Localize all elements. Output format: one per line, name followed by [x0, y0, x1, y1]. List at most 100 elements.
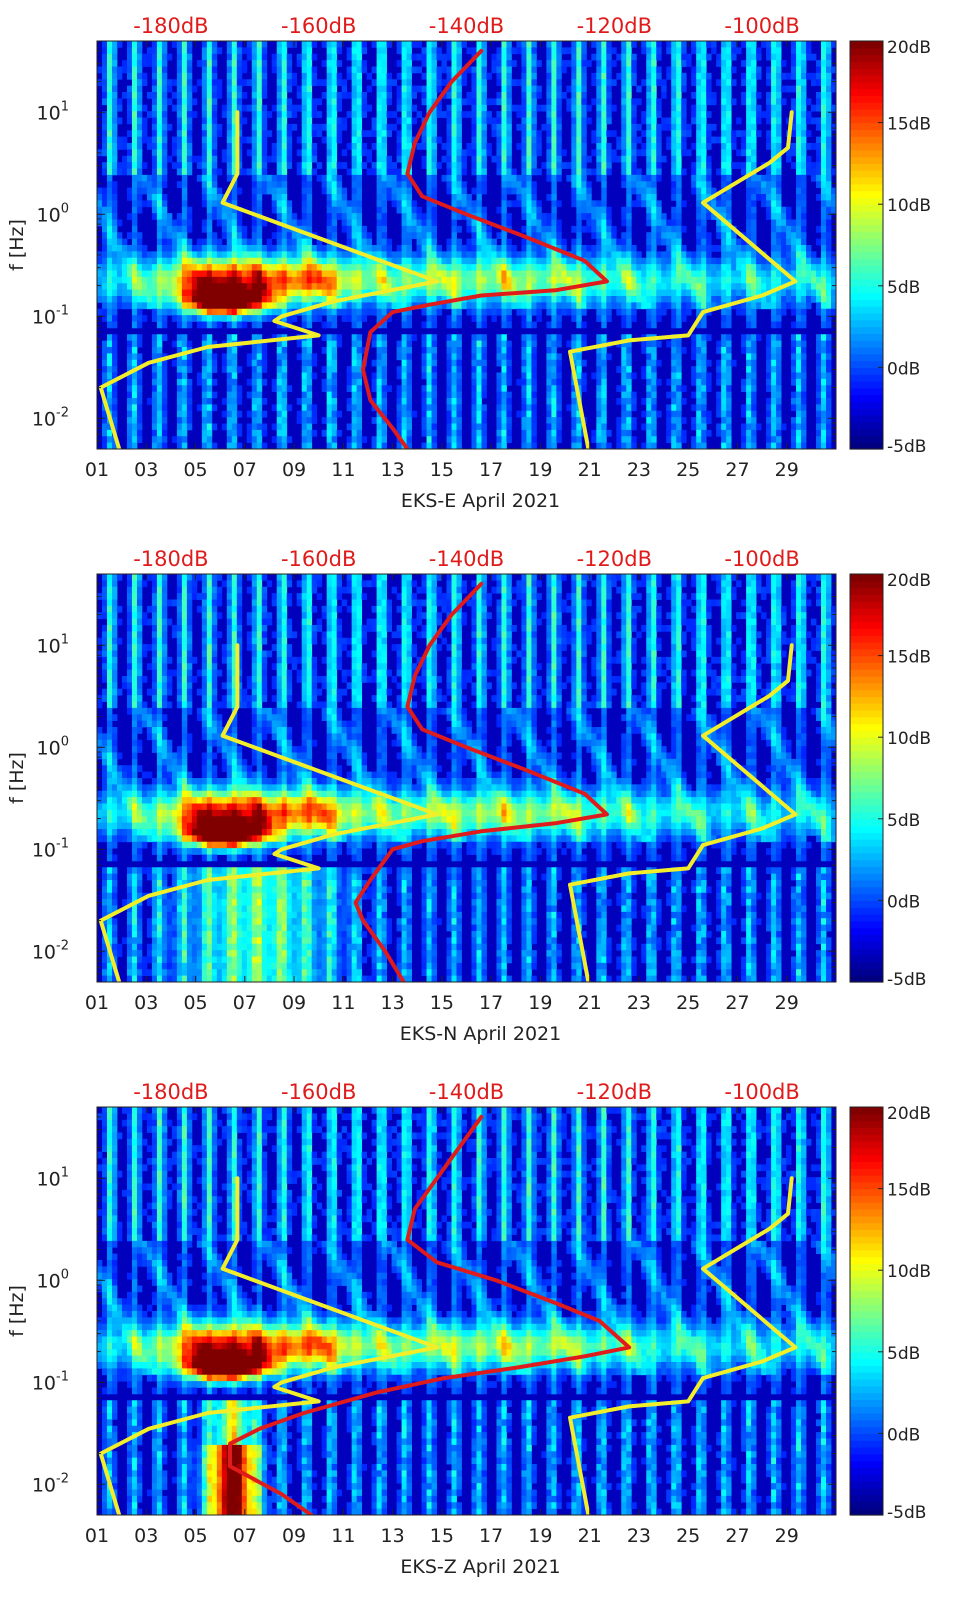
- spectrogram-cell: [362, 98, 367, 105]
- spectrogram-cell: [407, 232, 412, 239]
- spectrogram-cell: [137, 188, 142, 195]
- spectrogram-cell: [257, 105, 262, 112]
- spectrogram-cell: [481, 86, 486, 93]
- spectrogram-cell: [107, 60, 112, 67]
- spectrogram-cell: [601, 73, 606, 80]
- spectrogram-cell: [756, 264, 761, 271]
- spectrogram-cell: [681, 258, 686, 265]
- spectrogram-cell: [272, 277, 277, 284]
- spectrogram-cell: [297, 169, 302, 176]
- spectrogram-cell: [821, 322, 826, 329]
- spectrogram-cell: [332, 41, 337, 48]
- spectrogram-cell: [412, 213, 417, 220]
- spectrogram-cell: [157, 213, 162, 220]
- spectrogram-cell: [222, 296, 227, 303]
- spectrogram-cell: [646, 47, 651, 54]
- spectrogram-cell: [521, 315, 526, 322]
- spectrogram-cell: [162, 200, 167, 207]
- spectrogram-cell: [531, 188, 536, 195]
- spectrogram-cell: [202, 296, 207, 303]
- spectrogram-cell: [237, 322, 242, 329]
- spectrogram-cell: [162, 239, 167, 246]
- spectrogram-cell: [212, 181, 217, 188]
- spectrogram-cell: [212, 92, 217, 99]
- spectrogram-cell: [661, 251, 666, 258]
- spectrogram-cell: [796, 79, 801, 86]
- spectrogram-cell: [172, 220, 177, 227]
- spectrogram-cell: [816, 309, 821, 316]
- spectrogram-cell: [362, 264, 367, 271]
- spectrogram-cell: [267, 181, 272, 188]
- spectrogram-cell: [816, 92, 821, 99]
- spectrogram-cell: [541, 264, 546, 271]
- spectrogram-cell: [721, 283, 726, 290]
- spectrogram-cell: [422, 245, 427, 252]
- spectrogram-cell: [561, 60, 566, 67]
- spectrogram-cell: [127, 290, 132, 297]
- spectrogram-cell: [442, 251, 447, 258]
- spectrogram-cell: [621, 239, 626, 246]
- spectrogram-cell: [496, 79, 501, 86]
- spectrogram-cell: [746, 86, 751, 93]
- spectrogram-cell: [656, 47, 661, 54]
- spectrogram-cell: [287, 232, 292, 239]
- spectrogram-cell: [561, 302, 566, 309]
- spectrogram-cell: [796, 271, 801, 278]
- spectrogram-cell: [332, 207, 337, 214]
- spectrogram-cell: [631, 258, 636, 265]
- spectrogram-cell: [516, 283, 521, 290]
- spectrogram-cell: [247, 290, 252, 297]
- spectrogram-cell: [586, 118, 591, 125]
- spectrogram-cell: [766, 98, 771, 105]
- spectrogram-cell: [821, 175, 826, 182]
- spectrogram-cell: [287, 207, 292, 214]
- spectrogram-cell: [212, 137, 217, 144]
- spectrogram-cell: [801, 200, 806, 207]
- spectrogram-cell: [127, 162, 132, 169]
- spectrogram-cell: [332, 194, 337, 201]
- spectrogram-cell: [726, 194, 731, 201]
- spectrogram-cell: [826, 98, 831, 105]
- spectrogram-cell: [367, 296, 372, 303]
- spectrogram-cell: [646, 315, 651, 322]
- spectrogram-cell: [781, 86, 786, 93]
- spectrogram-cell: [112, 194, 117, 201]
- spectrogram-cell: [242, 309, 247, 316]
- spectrogram-cell: [676, 322, 681, 329]
- spectrogram-cell: [247, 47, 252, 54]
- spectrogram-cell: [701, 258, 706, 265]
- spectrogram-cell: [731, 264, 736, 271]
- spectrogram-cell: [656, 309, 661, 316]
- spectrogram-cell: [476, 334, 481, 341]
- spectrogram-cell: [132, 200, 137, 207]
- spectrogram-cell: [796, 41, 801, 48]
- spectrogram-cell: [152, 67, 157, 74]
- spectrogram-cell: [626, 296, 631, 303]
- spectrogram-cell: [531, 258, 536, 265]
- spectrogram-cell: [506, 137, 511, 144]
- spectrogram-cell: [357, 111, 362, 118]
- spectrogram-cell: [322, 175, 327, 182]
- spectrogram-cell: [821, 194, 826, 201]
- spectrogram-cell: [741, 309, 746, 316]
- spectrogram-cell: [656, 220, 661, 227]
- spectrogram-cell: [651, 315, 656, 322]
- spectrogram-cell: [706, 258, 711, 265]
- spectrogram-cell: [826, 239, 831, 246]
- spectrogram-cell: [796, 258, 801, 265]
- spectrogram-cell: [531, 86, 536, 93]
- spectrogram-cell: [142, 264, 147, 271]
- spectrogram-cell: [491, 264, 496, 271]
- spectrogram-cell: [452, 322, 457, 329]
- spectrogram-cell: [581, 175, 586, 182]
- spectrogram-cell: [422, 137, 427, 144]
- spectrogram-cell: [307, 137, 312, 144]
- spectrogram-cell: [367, 283, 372, 290]
- spectrogram-cell: [636, 149, 641, 156]
- spectrogram-cell: [671, 156, 676, 163]
- spectrogram-cell: [531, 149, 536, 156]
- spectrogram-cell: [227, 47, 232, 54]
- spectrogram-cell: [676, 156, 681, 163]
- spectrogram-cell: [506, 73, 511, 80]
- spectrogram-cell: [556, 60, 561, 67]
